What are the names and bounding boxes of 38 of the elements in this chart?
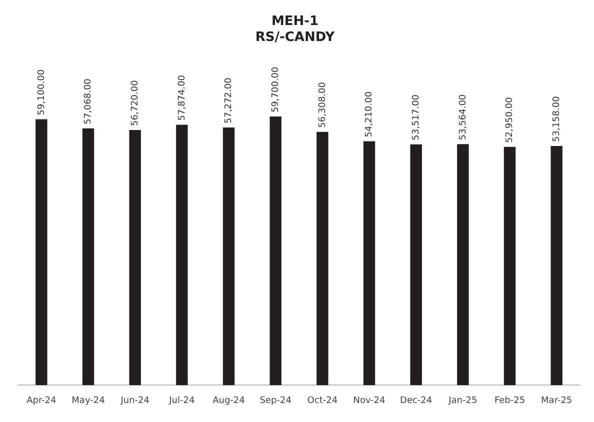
x-tick-label: Nov-24 [353, 396, 386, 406]
x-tick-label: Dec-24 [400, 396, 432, 406]
x-tick-label: Mar-25 [541, 396, 572, 406]
data-label: 53,517.00 [411, 94, 422, 140]
x-tick-label: Apr-24 [26, 396, 57, 406]
bar [36, 119, 48, 386]
chart-title: MEH-1 [271, 14, 319, 30]
data-label: 57,874.00 [177, 74, 188, 121]
x-tick-label: May-24 [72, 396, 106, 406]
x-tick-label: Aug-24 [212, 396, 246, 406]
bar [222, 127, 235, 386]
bar [410, 144, 422, 386]
data-label: 57,272.00 [224, 77, 234, 124]
x-tick-label: Jan-25 [448, 396, 478, 406]
chart-subtitle: RS/-CANDY [255, 30, 336, 45]
x-tick-label: Sep-24 [260, 396, 292, 406]
data-label: 54,210.00 [364, 91, 375, 138]
data-label: 53,158.00 [552, 96, 562, 142]
bar [363, 141, 376, 386]
data-label: 53,564.00 [458, 94, 468, 140]
bar [504, 146, 516, 386]
data-label: 59,100.00 [36, 69, 47, 116]
data-label: 57,068.00 [84, 78, 94, 124]
x-tick-label: Jul-24 [168, 396, 195, 406]
bar [457, 144, 469, 386]
bar [316, 132, 328, 386]
data-label: 52,950.00 [505, 96, 516, 143]
bar [129, 130, 141, 386]
x-tick-label: Jun-24 [120, 396, 150, 406]
bar [270, 116, 282, 386]
data-label: 56,308.00 [318, 82, 328, 128]
bar [176, 124, 188, 386]
data-label: 56,720.00 [130, 80, 140, 126]
x-tick-label: Feb-25 [494, 396, 526, 406]
data-label: 59,700.00 [270, 66, 281, 113]
x-tick-label: Oct-24 [307, 396, 338, 406]
bar [82, 128, 94, 386]
bar [550, 146, 562, 386]
